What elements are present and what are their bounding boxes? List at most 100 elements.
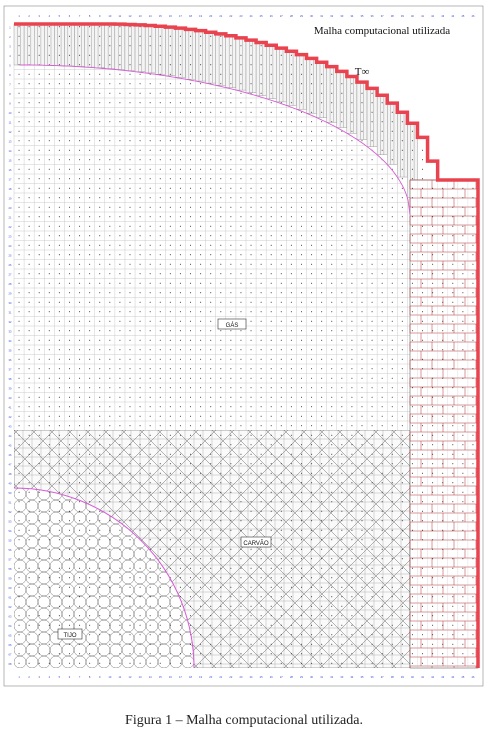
mesh-node (401, 425, 403, 427)
mesh-node (109, 320, 111, 322)
mesh-node (89, 415, 91, 417)
mesh-node (99, 453, 101, 455)
row-index-label: 18 (9, 187, 12, 191)
mesh-node (300, 216, 303, 218)
row-index-label: 22 (9, 225, 12, 229)
mesh-node (189, 54, 192, 56)
mesh-node (109, 254, 111, 256)
mesh-node (411, 187, 413, 189)
mesh-node (169, 605, 171, 607)
mesh-node (79, 482, 81, 484)
mesh-node (79, 216, 81, 218)
mesh-node (371, 406, 373, 408)
mesh-node (99, 235, 101, 237)
mesh-node (220, 216, 222, 218)
mesh-node (169, 539, 171, 541)
mesh-node (290, 548, 292, 550)
mesh-node (250, 301, 252, 303)
coal-region-label: CARVÃO (243, 540, 269, 547)
mesh-node (300, 349, 303, 351)
mesh-node (421, 396, 424, 398)
mesh-node (79, 301, 81, 303)
column-index-label: 32 (330, 675, 333, 679)
mesh-node (149, 358, 151, 360)
mesh-node (149, 83, 151, 85)
column-index-label: 29 (300, 14, 303, 18)
mesh-node (300, 206, 303, 208)
mesh-node (371, 292, 373, 294)
mesh-node (149, 225, 151, 227)
gas-region-label: GÁS (226, 322, 239, 329)
mesh-node (68, 368, 71, 370)
mesh-node (129, 292, 131, 294)
mesh-node (99, 330, 101, 332)
mesh-node (28, 510, 30, 512)
column-index-label: 10 (108, 675, 111, 679)
mesh-node (371, 244, 373, 246)
mesh-node (300, 320, 303, 322)
column-index-label: 26 (270, 14, 273, 18)
mesh-node (79, 463, 81, 465)
mesh-node (250, 491, 252, 493)
mesh-node (472, 235, 474, 237)
mesh-node (169, 349, 171, 351)
mesh-node (411, 130, 413, 132)
mesh-node (48, 615, 50, 617)
mesh-node (58, 501, 60, 503)
mesh-node (79, 558, 81, 560)
coal-diagonal (14, 430, 127, 543)
mesh-node (300, 548, 303, 550)
row-index-label: 13 (9, 139, 12, 143)
mesh-node (18, 567, 20, 569)
mesh-node (411, 453, 413, 455)
mesh-node (159, 491, 161, 493)
mesh-node (220, 111, 222, 113)
mesh-node (331, 244, 333, 246)
mesh-node (169, 415, 171, 417)
mesh-node (220, 130, 222, 132)
mesh-node (210, 330, 212, 332)
mesh-node (250, 358, 252, 360)
mesh-node (280, 387, 282, 389)
mesh-node (250, 463, 252, 465)
mesh-node (240, 64, 242, 66)
row-index-label: 34 (9, 339, 12, 343)
mesh-node (270, 311, 272, 313)
mesh-node (210, 339, 212, 341)
column-index-label: 33 (340, 675, 343, 679)
mesh-node (432, 368, 434, 370)
mesh-node (159, 406, 161, 408)
mesh-node (139, 197, 141, 199)
mesh-node (331, 197, 333, 199)
mesh-node (89, 463, 91, 465)
mesh-node (89, 130, 91, 132)
mesh-node (58, 26, 60, 28)
mesh-node (58, 244, 60, 246)
mesh-node (401, 140, 403, 142)
mesh-node (139, 339, 141, 341)
mesh-node (220, 577, 222, 579)
mesh-node (371, 634, 373, 636)
mesh-node (149, 121, 151, 123)
mesh-node (149, 178, 151, 180)
mesh-node (250, 482, 252, 484)
mesh-node (159, 358, 161, 360)
mesh-node (28, 482, 30, 484)
mesh-node (139, 168, 141, 170)
mesh-node (311, 377, 313, 379)
mesh-node (119, 45, 121, 47)
mesh-node (28, 130, 30, 132)
mesh-node (129, 482, 131, 484)
mesh-node (109, 216, 111, 218)
mesh-node (321, 197, 323, 199)
mesh-node (411, 615, 413, 617)
mesh-node (391, 434, 393, 436)
mesh-node (139, 225, 141, 227)
mesh-node (99, 254, 101, 256)
mesh-node (381, 567, 383, 569)
mesh-node (361, 159, 363, 161)
row-index-label: 58 (9, 567, 12, 571)
mesh-node (58, 406, 60, 408)
mesh-node (452, 415, 454, 417)
mesh-node (371, 235, 373, 237)
